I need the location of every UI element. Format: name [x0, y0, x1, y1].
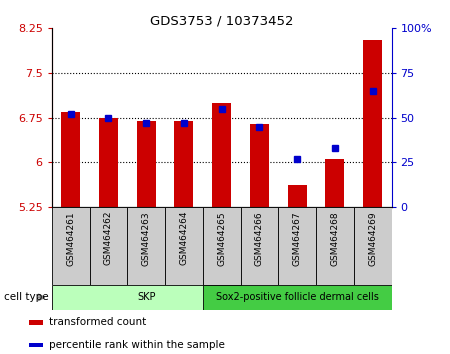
Bar: [175, 121, 194, 207]
Text: percentile rank within the sample: percentile rank within the sample: [49, 340, 225, 350]
Text: GSM464264: GSM464264: [180, 211, 189, 266]
Bar: [354, 207, 392, 285]
Bar: [52, 285, 240, 310]
Text: GSM464269: GSM464269: [368, 211, 377, 266]
Text: transformed count: transformed count: [49, 317, 146, 327]
Bar: [250, 124, 269, 207]
Bar: [127, 207, 165, 285]
Text: GSM464263: GSM464263: [142, 211, 151, 266]
Bar: [316, 207, 354, 285]
Bar: [61, 112, 80, 207]
Bar: [165, 207, 203, 285]
Title: GDS3753 / 10373452: GDS3753 / 10373452: [150, 14, 293, 27]
Bar: [288, 185, 306, 207]
Bar: [99, 118, 118, 207]
Text: GSM464265: GSM464265: [217, 211, 226, 266]
Text: cell type: cell type: [4, 292, 49, 302]
Bar: [363, 40, 382, 207]
Text: GSM464267: GSM464267: [292, 211, 302, 266]
Text: SKP: SKP: [137, 292, 155, 302]
Bar: [203, 285, 392, 310]
Bar: [240, 207, 278, 285]
Text: GSM464268: GSM464268: [330, 211, 339, 266]
Bar: [52, 207, 90, 285]
Text: GSM464262: GSM464262: [104, 211, 113, 266]
Text: GSM464261: GSM464261: [66, 211, 75, 266]
Bar: [29, 320, 43, 325]
Text: GSM464266: GSM464266: [255, 211, 264, 266]
Bar: [212, 103, 231, 207]
Bar: [325, 159, 344, 207]
Bar: [29, 343, 43, 348]
Bar: [90, 207, 127, 285]
Text: Sox2-positive follicle dermal cells: Sox2-positive follicle dermal cells: [216, 292, 378, 302]
Bar: [203, 207, 240, 285]
Bar: [137, 121, 156, 207]
Bar: [278, 207, 316, 285]
